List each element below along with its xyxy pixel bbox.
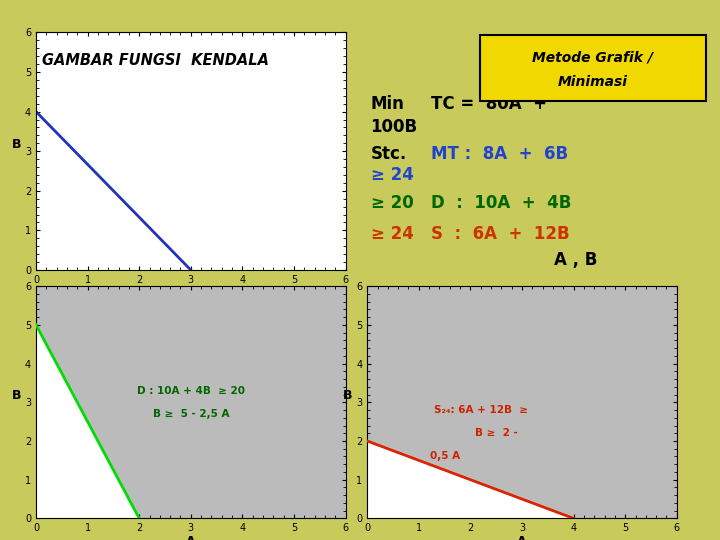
Text: S  :  6A  +  12B: S : 6A + 12B xyxy=(431,225,570,244)
Text: ≥ 24: ≥ 24 xyxy=(371,166,413,184)
Text: ≥ 20: ≥ 20 xyxy=(371,194,413,212)
FancyBboxPatch shape xyxy=(480,35,706,102)
Text: TC =  80A  +: TC = 80A + xyxy=(431,94,546,113)
Text: B ≥  5 - 2,5 A: B ≥ 5 - 2,5 A xyxy=(153,409,229,419)
X-axis label: A: A xyxy=(186,535,196,540)
Text: Min: Min xyxy=(371,94,405,113)
Text: 100B: 100B xyxy=(371,118,418,137)
X-axis label: A: A xyxy=(186,286,196,299)
Y-axis label: B: B xyxy=(343,389,353,402)
Text: S₂₄: 6A + 12B  ≥: S₂₄: 6A + 12B ≥ xyxy=(433,405,528,415)
Text: Stc.: Stc. xyxy=(371,145,407,163)
X-axis label: A: A xyxy=(517,535,527,540)
Text: Metode Grafik /: Metode Grafik / xyxy=(532,50,653,64)
Text: D : 10A + 4B  ≥ 20: D : 10A + 4B ≥ 20 xyxy=(137,386,245,396)
Text: A , B: A , B xyxy=(554,252,598,269)
Polygon shape xyxy=(36,325,139,518)
Y-axis label: B: B xyxy=(12,138,22,151)
Text: MT :  8A  +  6B: MT : 8A + 6B xyxy=(431,145,567,163)
Text: B ≥  2 -: B ≥ 2 - xyxy=(474,428,518,438)
Text: Minimasi: Minimasi xyxy=(558,75,628,89)
Text: 0,5 A: 0,5 A xyxy=(430,451,459,462)
Polygon shape xyxy=(367,441,574,518)
Text: ≥ 24: ≥ 24 xyxy=(371,225,413,244)
Text: GAMBAR FUNGSI  KENDALA: GAMBAR FUNGSI KENDALA xyxy=(42,53,269,69)
Y-axis label: B: B xyxy=(12,389,22,402)
Text: D  :  10A  +  4B: D : 10A + 4B xyxy=(431,194,571,212)
